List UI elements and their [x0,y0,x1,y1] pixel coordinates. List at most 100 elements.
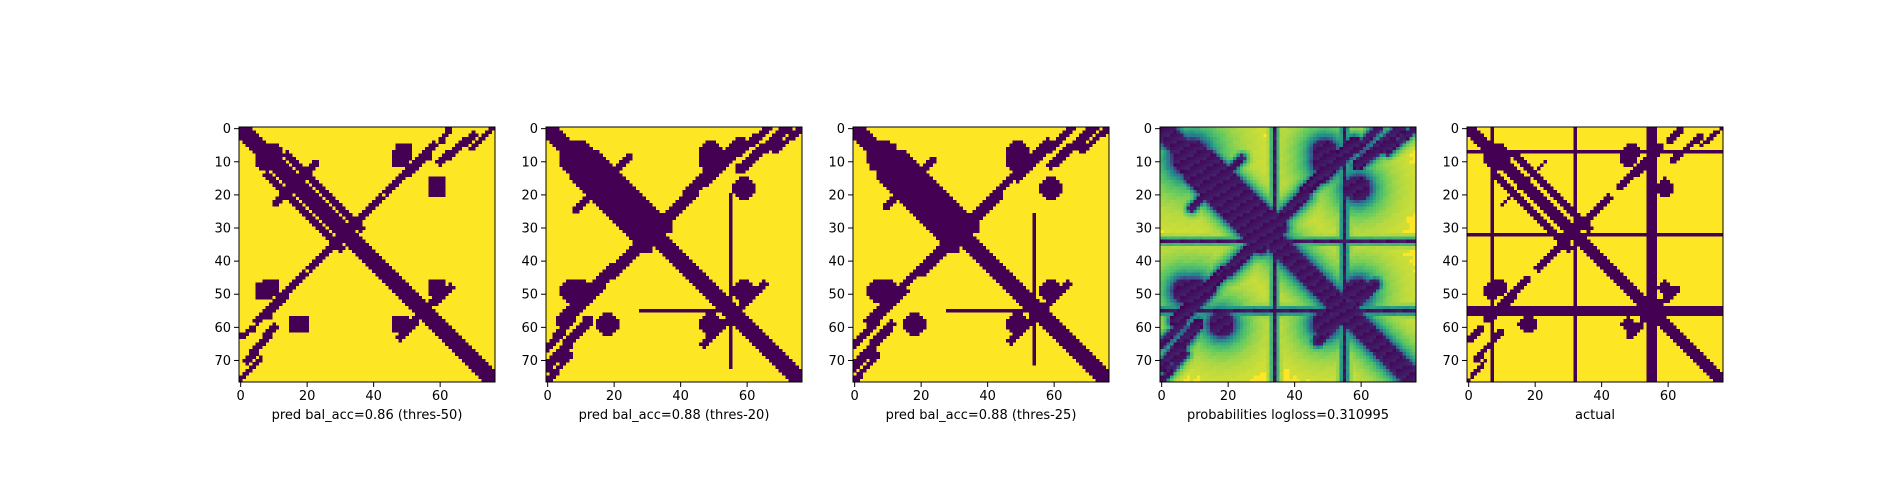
heatmap-cell [1032,276,1037,280]
heatmap-cell [1229,140,1234,144]
heatmap-cell [1203,146,1207,151]
heatmap-cell [1389,136,1393,141]
heatmap-cell [762,348,766,353]
heatmap-cell [465,345,469,350]
heatmap-cell [728,322,733,326]
heatmap-cell [1039,302,1043,307]
heatmap-cell [645,242,650,247]
heatmap-cell [1015,153,1020,158]
heatmap-cell [969,249,973,254]
heatmap-cell [632,242,637,247]
heatmap-cell [705,170,710,174]
heatmap-cell [438,319,443,323]
heatmap-cell [609,325,613,330]
heatmap-cell [976,229,980,234]
heatmap-cell [619,176,623,181]
heatmap-cell [629,206,633,211]
heatmap-cell [745,289,750,293]
heatmap-cell [1065,127,1070,131]
heatmap-cell [896,176,900,181]
heatmap-cell [889,173,894,177]
heatmap-cell [589,153,593,158]
heatmap-cell [732,305,736,310]
heatmap-cell [1389,143,1393,148]
heatmap-cell [612,189,617,194]
heatmap-cell [896,196,900,201]
heatmap-cell [902,153,907,158]
heatmap-cell [1015,143,1020,148]
heatmap-cell [922,223,927,227]
heatmap-cell [431,319,436,323]
heatmap-cell [435,329,439,333]
heatmap-cell [735,140,740,144]
heatmap-cell [322,199,326,204]
heatmap-cell [1009,329,1013,333]
heatmap-cell [308,179,313,184]
heatmap-cell [265,282,270,287]
heatmap-cell [391,319,396,323]
heatmap-cell [365,209,369,214]
heatmap-cell [906,276,910,280]
heatmap-cell [708,156,713,161]
heatmap-cell [362,213,366,217]
heatmap-cell [278,146,283,151]
heatmap-cell [879,309,884,313]
heatmap-cell [1032,223,1037,227]
heatmap-cell [435,160,439,164]
heatmap-cell [395,285,399,290]
heatmap-cell [899,183,904,187]
heatmap-cell [688,193,693,197]
heatmap-cell [1382,130,1387,134]
heatmap-cell [1022,163,1027,167]
heatmap-cell [659,242,663,247]
heatmap-cell [889,199,894,204]
heatmap-cell [735,136,740,141]
heatmap-cell [609,186,613,191]
heatmap-cell [428,193,433,197]
heatmap-cell [982,246,987,250]
heatmap-cell [1039,186,1043,191]
heatmap-cell [762,335,766,340]
heatmap-cell [1072,140,1076,144]
heatmap-cell [698,146,703,151]
heatmap-cell [612,213,617,217]
heatmap-cell [555,322,560,326]
heatmap-cell [675,252,680,257]
heatmap-cell [318,216,323,220]
heatmap-cell [966,219,970,224]
heatmap-cell [995,269,1000,273]
heatmap-cell [1199,130,1204,134]
y-tick-label: 60 [214,321,231,336]
heatmap-cell [312,262,316,267]
heatmap-cell [245,140,250,144]
heatmap-cell [1239,146,1244,151]
heatmap-cell [768,355,773,360]
heatmap-cell [853,368,857,373]
heatmap-cell [886,302,890,307]
heatmap-cell [1243,136,1247,141]
heatmap-cell [959,239,963,244]
heatmap-cell [748,140,753,144]
heatmap-cell [692,193,696,197]
heatmap-cell [602,156,607,161]
heatmap-cell [728,362,733,366]
heatmap-cell [1399,127,1403,131]
heatmap-cell [395,282,399,287]
heatmap-cell [912,269,917,273]
heatmap-cell [1065,153,1070,158]
heatmap-cell [565,315,570,320]
heatmap-cell [239,136,243,141]
heatmap-cell [595,193,600,197]
heatmap-cell [312,199,316,204]
heatmap-cell [788,133,793,138]
heatmap-cell [652,239,656,244]
heatmap-cell [946,239,950,244]
heatmap-cell [252,348,256,353]
heatmap-cell [642,196,646,201]
heatmap-cell [262,150,266,154]
heatmap-cell [1022,173,1027,177]
heatmap-cell [989,269,993,273]
heatmap-cell [1163,130,1167,134]
heatmap-cell [1092,355,1096,360]
heatmap-cell [599,329,603,333]
